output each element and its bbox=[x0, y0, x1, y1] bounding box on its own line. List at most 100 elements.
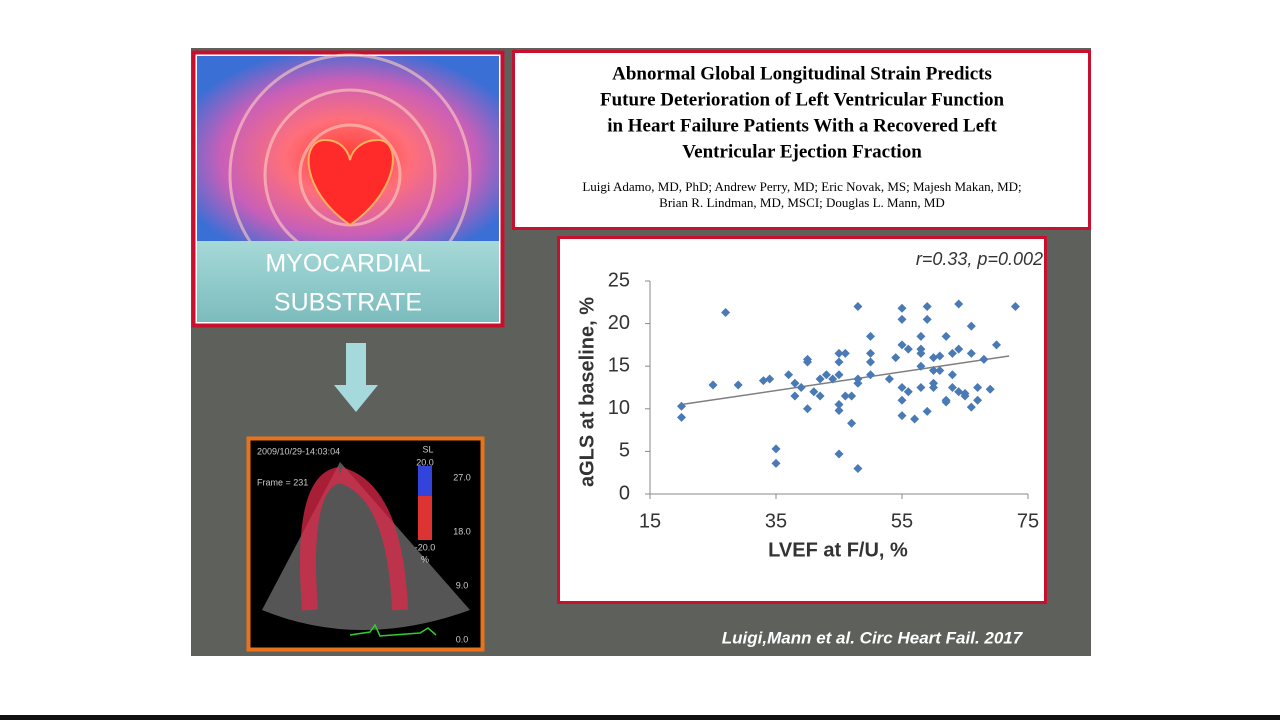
data-point bbox=[866, 348, 875, 358]
data-point bbox=[834, 348, 844, 358]
data-point bbox=[947, 370, 957, 380]
data-point bbox=[803, 404, 812, 414]
echo-depth: 27.0 bbox=[453, 472, 471, 482]
data-point bbox=[973, 395, 983, 405]
paper-title: in Heart Failure Patients With a Recover… bbox=[607, 115, 997, 136]
echo-scale-top: 20.0 bbox=[416, 457, 434, 467]
data-point bbox=[847, 391, 857, 401]
echo-scale-bottom: -20.0 bbox=[415, 542, 436, 552]
data-point bbox=[929, 353, 938, 363]
y-tick-label: 10 bbox=[608, 397, 630, 419]
data-point bbox=[828, 374, 838, 384]
data-point bbox=[834, 400, 844, 410]
data-point bbox=[784, 370, 794, 380]
data-point bbox=[834, 370, 844, 380]
paper-title: Abnormal Global Longitudinal Strain Pred… bbox=[612, 63, 992, 84]
paper-authors: Luigi Adamo, MD, PhD; Andrew Perry, MD; … bbox=[582, 179, 1021, 194]
data-point bbox=[853, 302, 863, 312]
echo-depth: 18.0 bbox=[453, 526, 471, 536]
data-point bbox=[853, 378, 863, 388]
data-point bbox=[834, 357, 844, 367]
data-point bbox=[790, 391, 800, 401]
data-point bbox=[809, 387, 819, 397]
echo-scale-title: SL bbox=[422, 444, 433, 454]
heart-shape bbox=[307, 138, 394, 227]
data-point bbox=[992, 340, 1001, 350]
data-point bbox=[821, 370, 831, 380]
ecg-trace bbox=[349, 623, 437, 637]
data-point bbox=[677, 412, 686, 422]
data-point bbox=[866, 357, 875, 367]
y-axis-label: aGLS at baseline, % bbox=[576, 297, 598, 487]
data-point bbox=[954, 344, 964, 354]
left-label: MYOCARDIAL bbox=[265, 250, 430, 278]
echo-depth: 9.0 bbox=[456, 580, 469, 590]
data-point bbox=[916, 348, 926, 358]
data-point bbox=[960, 391, 970, 401]
chart-panel bbox=[557, 236, 1047, 604]
data-point bbox=[966, 402, 976, 412]
data-point bbox=[954, 387, 964, 397]
data-point bbox=[916, 331, 926, 341]
data-point bbox=[935, 351, 945, 361]
x-tick-label: 15 bbox=[639, 510, 661, 532]
data-point bbox=[979, 354, 989, 364]
down-arrow bbox=[334, 343, 378, 412]
data-point bbox=[935, 365, 945, 375]
data-point bbox=[966, 321, 976, 331]
data-point bbox=[941, 397, 951, 407]
data-point bbox=[947, 383, 957, 392]
data-point bbox=[947, 348, 957, 358]
data-point bbox=[866, 370, 875, 380]
data-point bbox=[771, 458, 781, 468]
bottom-bar bbox=[0, 715, 1280, 720]
label-box bbox=[197, 241, 499, 322]
data-point bbox=[929, 365, 938, 375]
data-point bbox=[721, 308, 731, 318]
data-point bbox=[815, 391, 825, 401]
paper-authors: Brian R. Lindman, MD, MSCI; Douglas L. M… bbox=[659, 195, 945, 210]
data-point bbox=[985, 384, 995, 394]
paper-panel bbox=[512, 50, 1091, 230]
data-point bbox=[966, 348, 976, 358]
paper-title: Ventricular Ejection Fraction bbox=[682, 141, 922, 162]
data-point bbox=[771, 444, 781, 454]
x-tick-label: 55 bbox=[891, 510, 913, 532]
data-point bbox=[973, 383, 983, 392]
data-point bbox=[897, 411, 907, 421]
data-point bbox=[897, 314, 907, 324]
data-point bbox=[897, 395, 907, 405]
x-axis-label: LVEF at F/U, % bbox=[768, 539, 908, 561]
data-point bbox=[790, 378, 800, 388]
data-point bbox=[853, 463, 863, 473]
left-label: SUBSTRATE bbox=[274, 289, 422, 317]
data-point bbox=[847, 418, 857, 428]
data-point bbox=[916, 361, 926, 371]
data-point bbox=[708, 380, 718, 390]
echo-depth: 0.0 bbox=[456, 634, 469, 644]
data-point bbox=[903, 344, 913, 354]
data-point bbox=[758, 376, 768, 386]
data-point bbox=[897, 340, 907, 350]
echo-colorbar-top bbox=[418, 466, 432, 496]
data-point bbox=[897, 303, 907, 313]
data-point bbox=[1010, 302, 1020, 312]
data-point bbox=[815, 374, 825, 384]
data-point bbox=[733, 380, 743, 390]
echo-scale-unit: % bbox=[421, 554, 429, 564]
data-point bbox=[834, 449, 844, 459]
data-point bbox=[922, 314, 932, 324]
data-point bbox=[803, 357, 812, 367]
y-tick-label: 0 bbox=[619, 482, 630, 504]
data-point bbox=[765, 374, 775, 384]
data-point bbox=[941, 331, 951, 341]
trendline bbox=[681, 355, 1010, 406]
data-point bbox=[796, 383, 806, 392]
echo-strain-band bbox=[300, 467, 408, 611]
data-point bbox=[897, 383, 907, 392]
paper-title: Future Deterioration of Left Ventricular… bbox=[600, 89, 1004, 110]
data-point bbox=[884, 374, 894, 384]
data-point bbox=[891, 353, 901, 363]
